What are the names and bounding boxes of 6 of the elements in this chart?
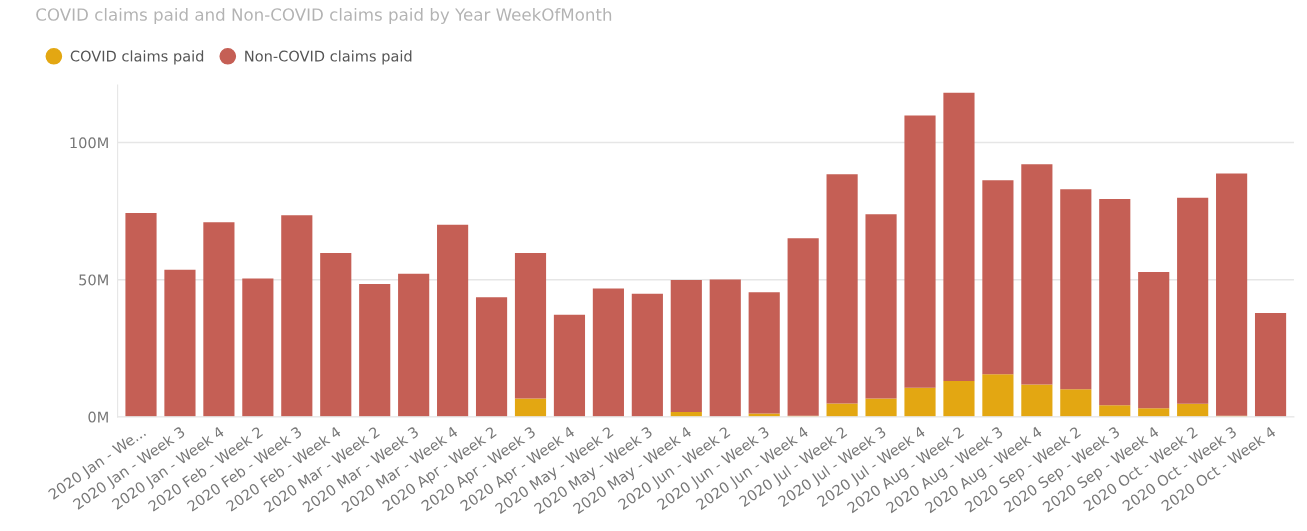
chart-title: COVID claims paid and Non-COVID claims paid by Year WeekOfMonth <box>36 7 612 25</box>
legend-label: COVID claims paid <box>70 50 204 65</box>
y-tick-label: 100M <box>70 137 108 149</box>
y-tick-label: 0M <box>88 411 108 423</box>
legend-label: Non-COVID claims paid <box>245 50 412 65</box>
y-tick-label: 50M <box>79 274 108 286</box>
